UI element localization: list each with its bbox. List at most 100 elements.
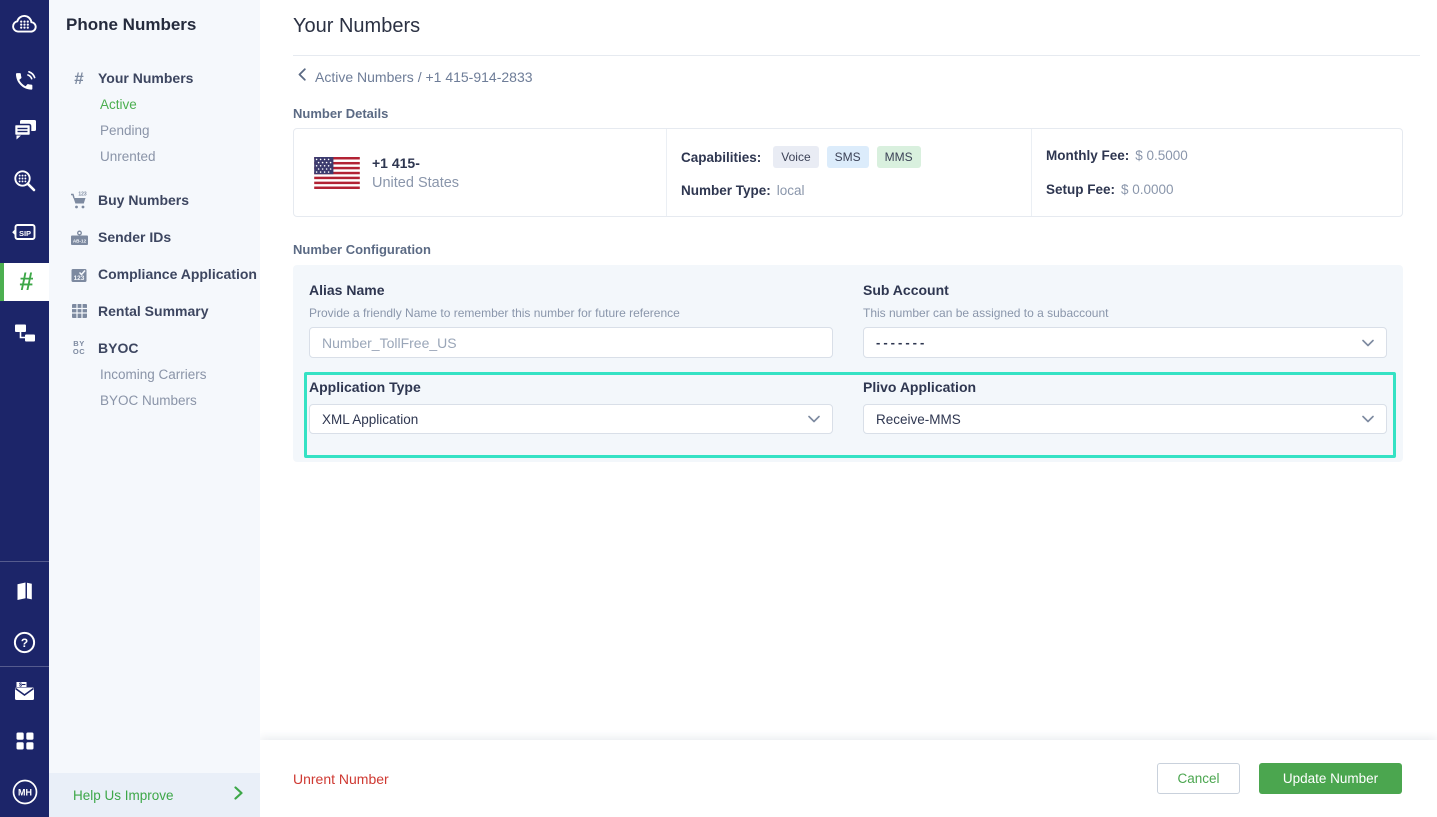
footer-action-bar: Unrent Number Cancel Update Number (260, 740, 1437, 817)
question-circle-icon: ? (13, 631, 36, 654)
sidebar-item-label: Your Numbers (98, 70, 194, 86)
capabilities-column: Capabilities: Voice SMS MMS Number Type:… (666, 129, 1031, 216)
rail-item-messaging[interactable] (0, 108, 49, 152)
rail-item-lookup[interactable] (0, 158, 49, 202)
number-type-label: Number Type: (681, 183, 771, 198)
hash-icon: # (74, 68, 84, 88)
sidebar-item-rental-summary[interactable]: Rental Summary (49, 299, 260, 323)
sidebar-item-byoc[interactable]: BY OC BYOC (49, 336, 260, 360)
main-content: Your Numbers Active Numbers / +1 415-914… (260, 0, 1437, 817)
chevron-right-icon (234, 785, 243, 805)
number-identity: +1 415- United States (294, 129, 666, 216)
rail-item-voice[interactable] (0, 59, 49, 103)
chat-bubbles-icon (13, 119, 37, 141)
breadcrumb[interactable]: Active Numbers / +1 415-914-2833 (298, 68, 533, 86)
setup-fee-label: Setup Fee: (1046, 182, 1116, 197)
plivo-application-label: Plivo Application (863, 379, 977, 395)
sub-account-hint: This number can be assigned to a subacco… (863, 306, 1109, 320)
sidebar-item-pending[interactable]: Pending (100, 119, 150, 141)
rail-item-home[interactable] (0, 2, 49, 46)
update-number-button[interactable]: Update Number (1259, 763, 1402, 794)
icon-rail: SIP # (0, 0, 49, 817)
sidebar-item-sender-ids[interactable]: AB-12 Sender IDs (49, 225, 260, 249)
number-config-section-label: Number Configuration (293, 242, 431, 257)
help-us-improve-bar[interactable]: Help Us Improve (49, 773, 260, 817)
plivo-application-select[interactable]: Receive-MMS (863, 404, 1387, 434)
setup-fee-value: $ 0.0000 (1121, 182, 1174, 197)
application-type-label: Application Type (309, 379, 421, 395)
sidebar-item-buy-numbers[interactable]: 123 Buy Numbers (49, 188, 260, 212)
fees-column: Monthly Fee: $ 0.5000 Setup Fee: $ 0.000… (1031, 129, 1402, 216)
alias-name-label: Alias Name (309, 282, 385, 298)
envelope-dollar-icon: $ (13, 681, 36, 702)
sidebar-subitem-label: BYOC Numbers (100, 392, 197, 408)
sidebar: Phone Numbers # Your Numbers Active Pend… (49, 0, 260, 817)
svg-text:SIP: SIP (19, 229, 31, 238)
sidebar-item-compliance-application[interactable]: 123 Compliance Application (49, 262, 260, 286)
rail-item-docs[interactable] (0, 569, 49, 613)
monthly-fee-value: $ 0.5000 (1135, 148, 1188, 163)
application-type-value: XML Application (322, 411, 419, 427)
cart-icon: 123 (67, 191, 91, 210)
search-dialpad-icon (13, 169, 36, 192)
rail-item-help[interactable]: ? (0, 620, 49, 664)
application-type-select[interactable]: XML Application (309, 404, 833, 434)
phone-signal-icon (13, 70, 36, 93)
sidebar-subitem-label: Incoming Carriers (100, 366, 207, 382)
svg-text:AB-12: AB-12 (72, 238, 86, 243)
sidebar-item-byoc-numbers[interactable]: BYOC Numbers (100, 389, 197, 411)
alias-name-hint: Provide a friendly Name to remember this… (309, 306, 680, 320)
svg-text:$: $ (19, 682, 22, 688)
page-title: Your Numbers (293, 15, 421, 37)
chevron-down-icon (808, 410, 820, 428)
number-details-card: +1 415- United States Capabilities: Voic… (293, 128, 1403, 217)
breadcrumb-text: Active Numbers / +1 415-914-2833 (315, 69, 533, 85)
rail-item-billing[interactable]: $ (0, 669, 49, 713)
rail-item-phone-numbers[interactable]: # (0, 263, 49, 301)
number-details-section-label: Number Details (293, 106, 389, 121)
capability-badge-voice: Voice (773, 146, 819, 168)
chevron-left-icon (298, 68, 306, 86)
sidebar-item-active[interactable]: Active (100, 93, 137, 115)
rail-divider (0, 561, 49, 562)
capability-badge-sms: SMS (826, 146, 869, 168)
sidebar-subitem-label: Active (100, 96, 137, 112)
number-config-card: Alias Name Provide a friendly Name to re… (293, 265, 1403, 462)
sidebar-item-label: BYOC (98, 340, 139, 356)
unrent-number-link[interactable]: Unrent Number (293, 770, 389, 787)
svg-text:MH: MH (18, 788, 32, 798)
phone-number: +1 415- (372, 154, 420, 171)
rail-item-workflow[interactable] (0, 310, 49, 354)
sub-account-select[interactable]: ------- (863, 327, 1387, 358)
sidebar-item-unrented[interactable]: Unrented (100, 145, 156, 167)
avatar: MH (12, 779, 38, 805)
sidebar-item-incoming-carriers[interactable]: Incoming Carriers (100, 363, 207, 385)
sidebar-item-your-numbers[interactable]: # Your Numbers (49, 66, 260, 90)
chevron-down-icon (1362, 410, 1374, 428)
sidebar-subitem-label: Unrented (100, 148, 156, 164)
capability-badge-mms: MMS (876, 146, 921, 168)
sidebar-item-label: Sender IDs (98, 229, 172, 245)
rail-item-apps[interactable] (0, 719, 49, 763)
svg-text:123: 123 (78, 191, 87, 197)
book-icon (14, 581, 35, 602)
compliance-checklist-icon: 123 (67, 266, 91, 283)
rail-item-sip-trunking[interactable]: SIP (0, 210, 49, 254)
header-divider (293, 55, 1420, 56)
sidebar-title: Phone Numbers (66, 15, 197, 34)
sidebar-item-label: Rental Summary (98, 303, 209, 319)
number-type-value: local (776, 183, 805, 198)
sidebar-item-label: Compliance Application (98, 266, 257, 282)
cloud-dialpad-icon (11, 13, 38, 35)
grid-icon (15, 731, 35, 751)
plivo-application-value: Receive-MMS (876, 411, 961, 427)
alias-name-input[interactable] (309, 327, 833, 358)
sip-icon: SIP (12, 221, 37, 243)
sidebar-subitem-label: Pending (100, 122, 150, 138)
hash-icon: # (19, 267, 34, 296)
cancel-button[interactable]: Cancel (1157, 763, 1240, 794)
rail-item-account[interactable]: MH (0, 770, 49, 814)
us-flag-icon (314, 156, 360, 189)
svg-text:123: 123 (74, 275, 85, 282)
